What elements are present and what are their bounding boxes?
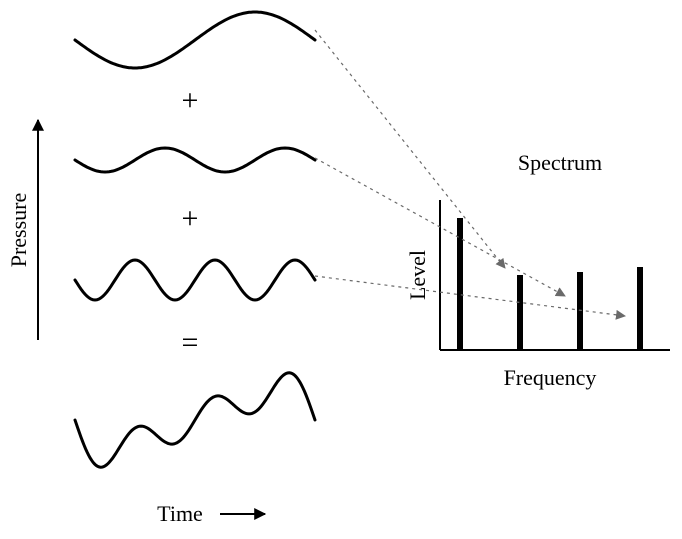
time-label: Time bbox=[157, 501, 203, 526]
spectrum-x-label: Frequency bbox=[504, 365, 597, 390]
wave-1 bbox=[75, 12, 315, 68]
plus-symbol: + bbox=[182, 84, 199, 117]
spectrum-title: Spectrum bbox=[518, 150, 602, 175]
spectrum-y-label: Level bbox=[405, 250, 430, 300]
spectrum-diagram: + + = Pressure Time Spectrum Frequency Level bbox=[0, 0, 682, 539]
wave-3 bbox=[75, 260, 315, 300]
connector-arrow bbox=[315, 30, 505, 268]
pressure-label: Pressure bbox=[6, 193, 31, 268]
wave-2 bbox=[75, 148, 315, 172]
plus-symbol: + bbox=[182, 202, 199, 235]
wave-sum bbox=[75, 373, 315, 467]
equals-symbol: = bbox=[182, 326, 199, 359]
